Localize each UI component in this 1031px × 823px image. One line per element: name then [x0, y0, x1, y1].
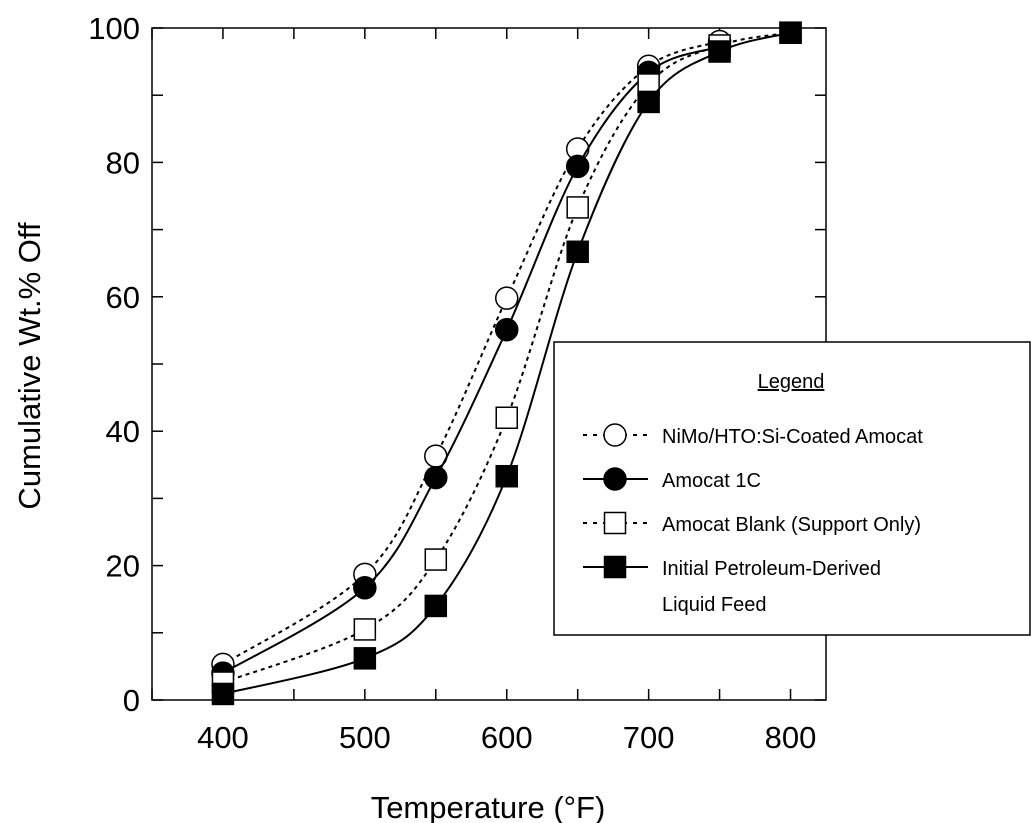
data-point-amocat-1c — [353, 576, 377, 600]
legend: Legend NiMo/HTO:Si-Coated Amocat Amocat … — [553, 341, 1031, 636]
legend-keys — [583, 423, 648, 579]
legend-label-amocat-1c: Amocat 1C — [662, 470, 761, 492]
data-point-petroleum-feed — [637, 90, 660, 114]
legend-box — [553, 341, 1031, 636]
legend-label-feed-line2: Liquid Feed — [662, 594, 767, 616]
y-tick-label: 0 — [123, 683, 140, 718]
data-point-petroleum-feed — [566, 240, 589, 264]
legend-label-amocat-blank: Amocat Blank (Support Only) — [662, 514, 921, 536]
legend-key-marker-amocat-1c — [603, 467, 627, 491]
data-point-amocat-blank — [353, 618, 377, 641]
data-point-nimo — [494, 286, 519, 310]
data-point-petroleum-feed — [779, 21, 802, 44]
data-point-amocat-blank — [495, 406, 518, 430]
series-line-nimo — [222, 40, 720, 666]
series-group — [211, 21, 802, 706]
legend-key-marker-amocat-blank — [603, 511, 627, 535]
legend-key-marker-nimo — [603, 423, 627, 447]
data-point-petroleum-feed — [353, 647, 377, 670]
x-axis-title: Temperature (°F) — [371, 790, 606, 823]
data-point-amocat-1c — [424, 465, 448, 490]
x-tick-label: 400 — [197, 720, 249, 755]
data-point-petroleum-feed — [495, 464, 518, 488]
data-point-petroleum-feed — [211, 682, 235, 706]
data-point-amocat-1c — [494, 317, 519, 342]
legend-title: Legend — [758, 371, 825, 393]
x-tick-label: 600 — [481, 720, 533, 755]
legend-label-nimo: NiMo/HTO:Si-Coated Amocat — [662, 426, 923, 448]
y-tick-label: 20 — [106, 549, 140, 584]
x-tick-label: 700 — [623, 720, 675, 755]
y-tick-label: 80 — [106, 145, 140, 180]
x-tick-label: 500 — [339, 720, 391, 755]
legend-key-marker-petroleum-feed — [603, 555, 627, 579]
x-tick-label: 800 — [765, 720, 817, 755]
data-point-petroleum-feed — [424, 594, 448, 618]
y-axis-title: Cumulative Wt.% Off — [12, 222, 47, 510]
y-tick-label: 40 — [106, 414, 140, 449]
data-point-amocat-1c — [565, 154, 590, 179]
series-petroleum-feed — [211, 21, 802, 706]
y-tick-label: 100 — [88, 11, 140, 46]
data-point-petroleum-feed — [708, 40, 731, 63]
tick-labels: 400 500 600 700 800 0 20 40 60 80 100 — [88, 11, 816, 755]
y-tick-label: 60 — [106, 280, 140, 315]
legend-label-feed-line1: Initial Petroleum-Derived — [662, 558, 881, 580]
data-point-amocat-blank — [566, 196, 589, 219]
data-point-amocat-blank — [424, 548, 448, 571]
